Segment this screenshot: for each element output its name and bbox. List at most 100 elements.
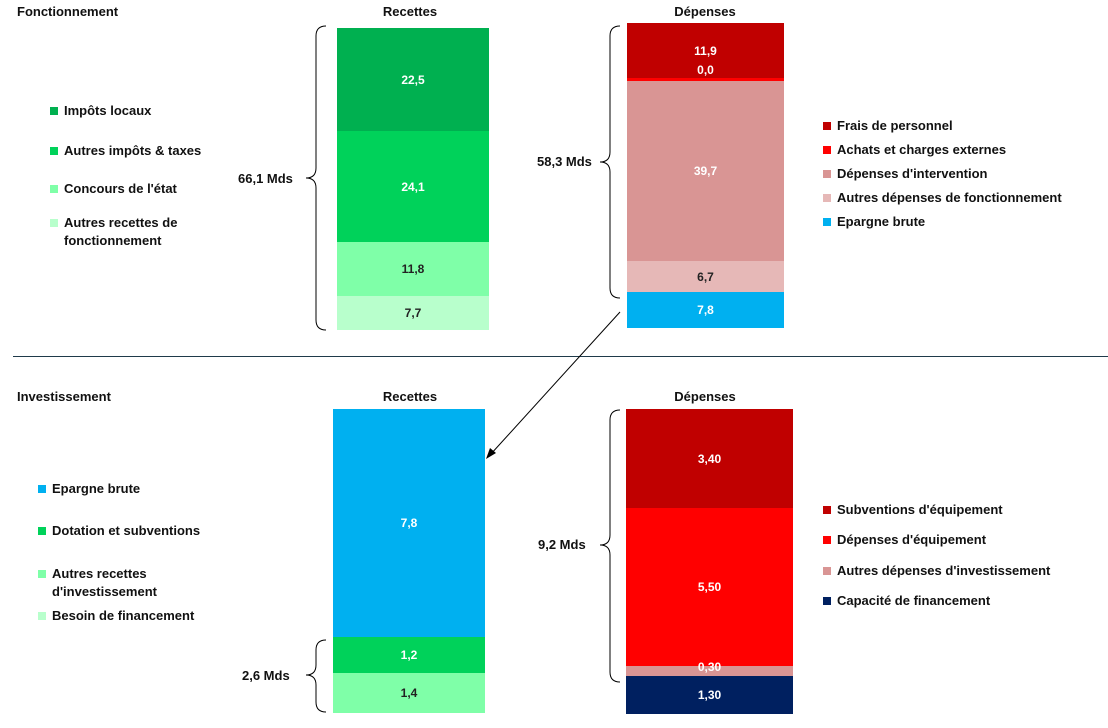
bar-segment [626,409,793,508]
bar-value-label: 7,8 [697,303,714,317]
legend-label: Autres recettes d'investissement [52,566,157,599]
legend-swatch [38,527,46,535]
total-label-invest-recettes: 2,6 Mds [242,668,290,683]
legend-swatch [50,219,58,227]
legend-label: Impôts locaux [64,103,152,118]
bar-segment [626,508,793,666]
legend-label: Autres dépenses de fonctionnement [837,190,1062,205]
legend-swatch [823,218,831,226]
arrow-epargne-brute-line [489,311,621,456]
bar-value-label: 3,40 [697,451,722,466]
bar-value-label: 1,2 [400,648,418,662]
bar-segment [333,673,485,713]
bar-value-label: 0,0 [697,62,714,77]
bar-value-label: 6,7 [697,269,714,284]
legend-item: Besoin de financement [38,607,218,625]
legend-label: Autres recettes de fonctionnement [64,215,178,248]
bar-value-label: 22,5 [401,72,425,87]
legend-label: Epargne brute [52,481,141,496]
legend-swatch [823,194,831,202]
legend-item: Dotation et subventions [38,522,218,565]
legend-label: Dotation et subventions [52,523,201,538]
bar-segment [627,81,784,261]
legend-label: Subventions d'équipement [837,502,1003,517]
legend-label: Epargne brute [837,214,926,229]
legend-label: Autres impôts & taxes [64,143,202,158]
legend-label: Dépenses d'équipement [837,532,987,547]
legend-item: Capacité de financement [823,592,1093,610]
bar-value-label: 1,4 [400,686,418,700]
bar-value-label: 24,1 [401,179,425,194]
legend-item: Dépenses d'équipement [823,531,1093,562]
legend-swatch [823,567,831,575]
legend-label: Achats et charges externes [837,142,1007,157]
bar-segment [627,292,784,328]
bar-segment [626,676,793,714]
legend-item: Concours de l'état [50,180,210,214]
brace-invest-depenses [599,409,621,683]
legend-label: Frais de personnel [837,118,953,133]
legend-swatch [38,570,46,578]
legend-item: Frais de personnel [823,117,1093,141]
legend-label: Besoin de financement [52,608,195,623]
column-title-recettes-invest: Recettes [382,389,438,404]
legend-swatch [823,122,831,130]
bar-segment [627,78,784,81]
bar-value-label: 7,8 [400,516,418,530]
column-title-recettes-fonct: Recettes [382,4,438,19]
legend-fonct-recettes: Impôts locaux Autres impôts & taxes Conc… [50,102,210,250]
legend-swatch [50,185,58,193]
legend-swatch [38,612,46,620]
legend-fonct-depenses: Frais de personnel Achats et charges ext… [823,117,1093,237]
brace-fonct-recettes [305,25,327,331]
legend-swatch [823,506,831,514]
bar-segment [337,28,489,131]
bar-segment [337,131,489,242]
legend-swatch [823,536,831,544]
total-label-fonct-depenses: 58,3 Mds [537,154,592,169]
arrow-epargne-brute-head [486,448,496,459]
legend-label: Capacité de financement [837,593,991,608]
bar-segment [333,637,485,673]
legend-item: Autres dépenses de fonctionnement [823,189,1093,213]
section-title-fonctionnement: Fonctionnement [17,4,119,19]
legend-item: Impôts locaux [50,102,210,142]
bar-segment [626,666,793,676]
bar-segment [627,261,784,292]
bar-value-label: 1,30 [697,688,722,702]
legend-label: Dépenses d'intervention [837,166,988,181]
legend-swatch [823,597,831,605]
bar-segment [337,242,489,296]
column-title-depenses-invest: Dépenses [674,389,736,404]
legend-item: Autres dépenses d'investissement [823,562,1093,592]
section-title-investissement: Investissement [17,389,111,404]
legend-invest-depenses: Subventions d'équipement Dépenses d'équi… [823,501,1093,610]
bar-value-label: 39,7 [693,164,718,178]
legend-swatch [823,146,831,154]
legend-label: Concours de l'état [64,181,177,196]
brace-invest-recettes [305,639,327,713]
legend-invest-recettes: Epargne brute Dotation et subventions Au… [38,480,218,625]
legend-item: Autres recettes de fonctionnement [50,214,210,250]
total-label-fonct-recettes: 66,1 Mds [238,171,293,186]
bar-value-label: 11,9 [694,43,717,58]
legend-swatch [823,170,831,178]
bar-value-label: 0,30 [697,660,722,674]
column-title-depenses-fonct: Dépenses [674,4,736,19]
legend-label: Autres dépenses d'investissement [837,563,1051,578]
brace-fonct-depenses [599,25,621,299]
bar-segment [333,409,485,637]
legend-swatch [38,485,46,493]
legend-item: Achats et charges externes [823,141,1093,165]
legend-item: Epargne brute [38,480,218,522]
section-divider [13,356,1108,357]
legend-item: Epargne brute [823,213,1093,237]
legend-item: Autres recettes d'investissement [38,565,218,607]
legend-swatch [50,147,58,155]
legend-swatch [50,107,58,115]
legend-item: Autres impôts & taxes [50,142,210,180]
bar-segment [337,296,489,330]
legend-item: Subventions d'équipement [823,501,1093,531]
bar-value-label: 5,50 [697,580,722,594]
